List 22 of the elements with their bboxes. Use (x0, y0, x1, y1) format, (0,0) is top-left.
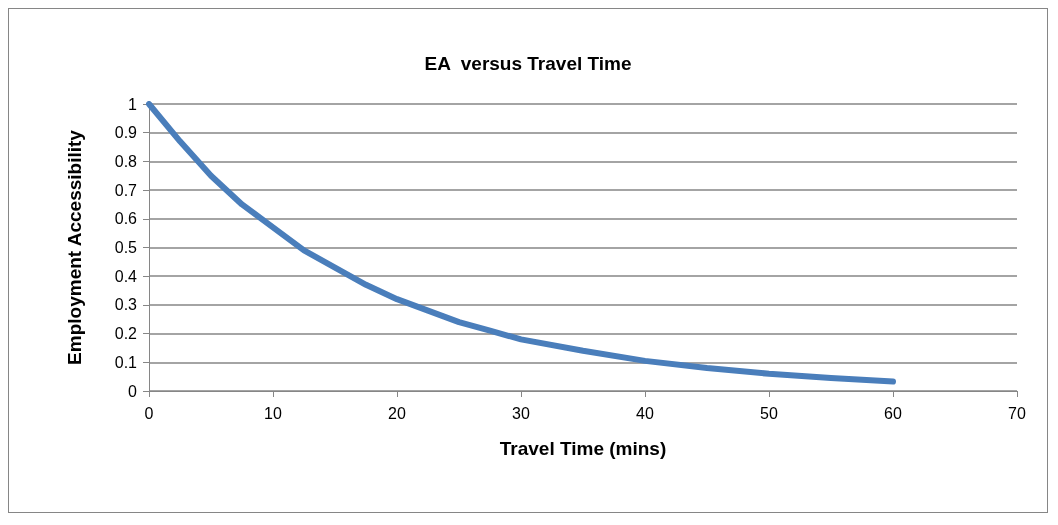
y-tick-label: 0.9 (114, 124, 138, 142)
y-tick-label: 0.7 (114, 181, 138, 199)
y-tick-label: 0.4 (114, 267, 138, 285)
x-tick-label: 20 (388, 404, 406, 422)
x-tick-label: 70 (1008, 404, 1026, 422)
y-tick-label: 0.8 (114, 152, 138, 170)
chart-title: EA versus Travel Time (424, 53, 632, 74)
y-axis-title: Employment Accessibility (64, 129, 85, 365)
y-tick-label: 0.5 (114, 239, 138, 256)
x-tick-label: 10 (264, 404, 282, 422)
y-tick-label: 0.6 (114, 210, 138, 228)
y-tick-label: 0.2 (114, 325, 138, 343)
y-tick-label: 0.3 (114, 296, 138, 314)
x-tick-label: 30 (512, 404, 530, 422)
y-tick-label: 0.1 (114, 353, 138, 371)
x-tick-label: 0 (144, 404, 154, 422)
x-tick-label: 60 (884, 404, 902, 422)
x-axis-title: Travel Time (mins) (499, 438, 667, 459)
x-tick-label: 40 (636, 404, 654, 422)
y-tick-label: 1 (128, 95, 138, 113)
x-tick-label: 50 (760, 404, 778, 422)
y-tick-label: 0 (128, 382, 138, 400)
